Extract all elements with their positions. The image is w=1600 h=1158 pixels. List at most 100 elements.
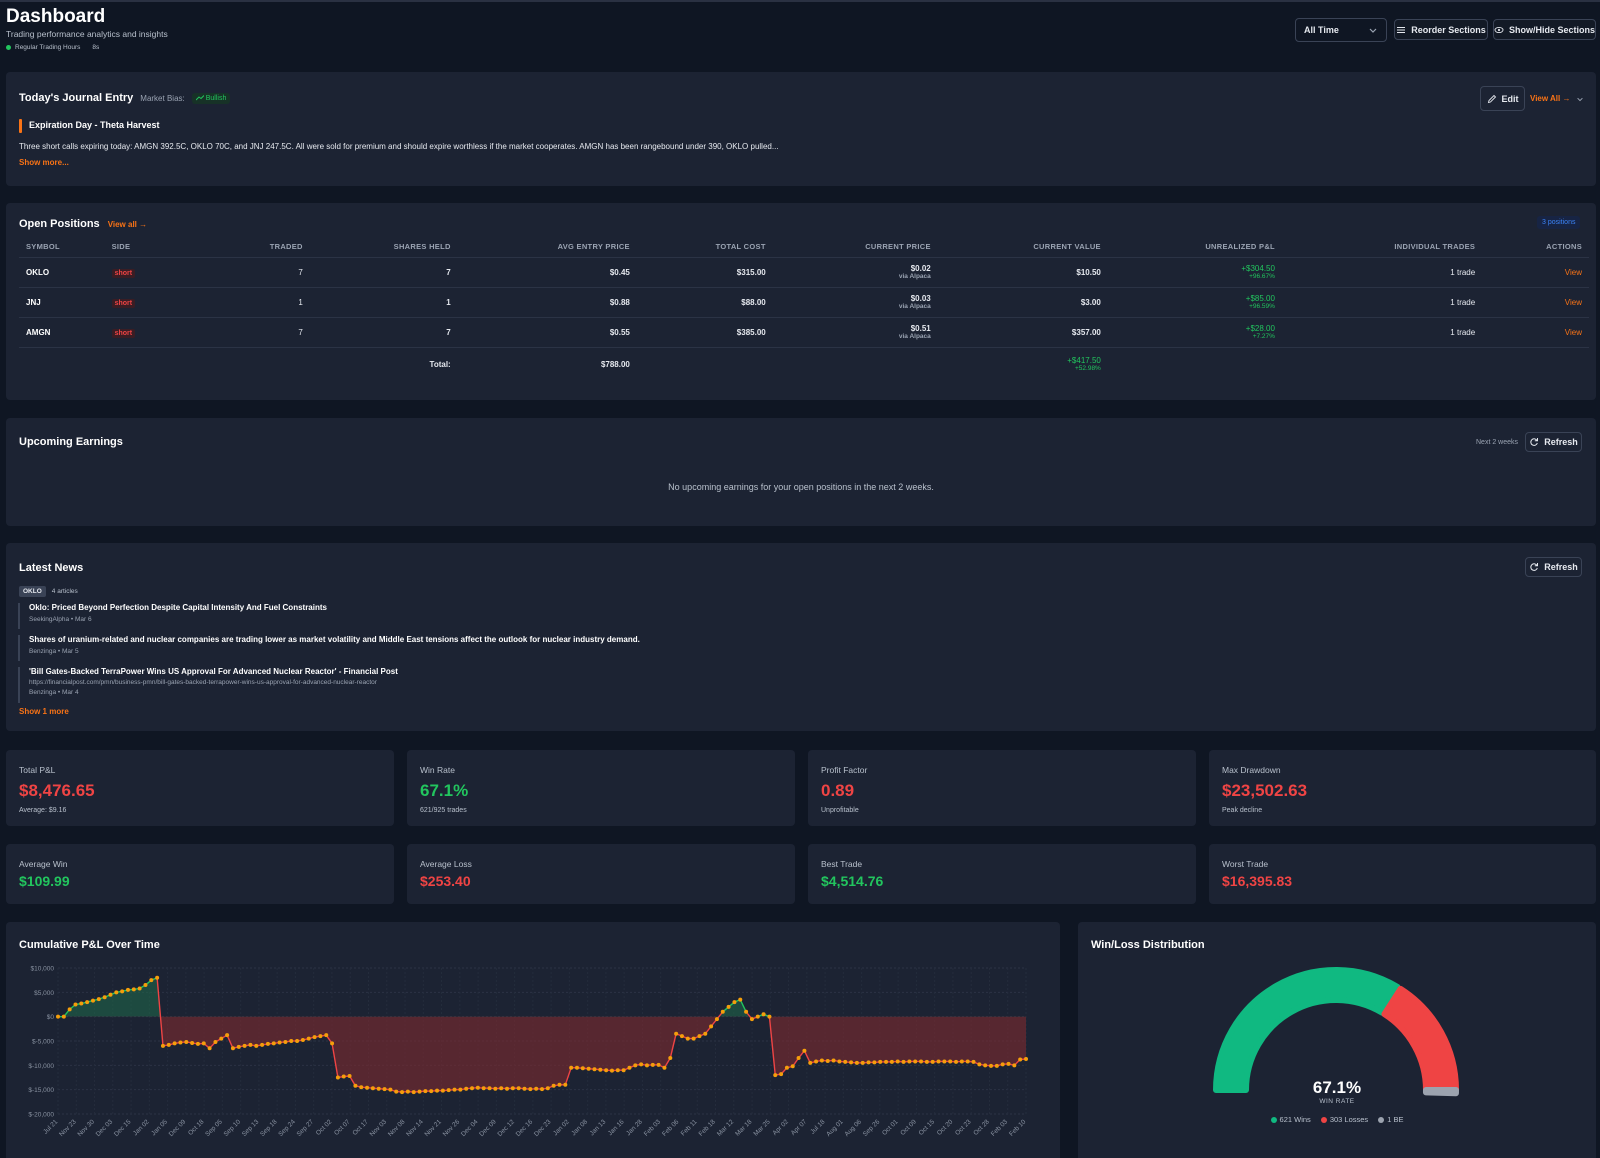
x-tick-label: Feb 03 (990, 1118, 1010, 1138)
menu-lines-icon (1397, 26, 1406, 33)
table-row: OKLO short 7 7 $0.45 $315.00 $0.02 via Al… (19, 256, 1589, 287)
cell-avg-entry: $0.55 (450, 316, 630, 347)
data-point (551, 1083, 556, 1088)
win-rate-value: 67.1% (1312, 1078, 1362, 1097)
side-badge: short (111, 298, 136, 308)
positions-count-badge: 3 positions (1537, 216, 1581, 229)
x-tick-label: Mar 25 (752, 1118, 772, 1138)
stat-card-total-pnl: Total P&L $8,476.65 Average: $9.16 (6, 750, 394, 826)
data-point (540, 1087, 544, 1092)
stat-label: Total P&L (19, 765, 56, 775)
series-segment (331, 1043, 339, 1078)
data-point (773, 1073, 778, 1078)
x-tick-label: Oct 28 (972, 1118, 991, 1137)
stat-value: $109.99 (19, 873, 70, 889)
data-point (808, 1060, 813, 1065)
reorder-sections-button[interactable]: Reorder Sections (1394, 19, 1488, 40)
page-subtitle: Trading performance analytics and insigh… (6, 29, 168, 39)
refresh-icon (1530, 563, 1539, 571)
data-point (160, 1043, 165, 1048)
cell-symbol: OKLO (19, 256, 112, 287)
data-point (464, 1086, 469, 1091)
data-point (481, 1086, 486, 1091)
latest-news-card: Latest News Refresh OKLO 4 articles Oklo… (6, 543, 1596, 731)
pnl-value: +$304.50 (1241, 264, 1275, 273)
data-point (102, 995, 107, 1000)
current-price-value: $0.51 (910, 324, 931, 333)
data-point (330, 1041, 335, 1046)
col-total-cost: Total Cost (715, 242, 766, 252)
data-point (732, 1000, 737, 1005)
x-tick-label: Dec 15 (113, 1118, 133, 1138)
open-positions-card: Open Positions View all → 3 positions Sy… (6, 203, 1596, 400)
news-title: Latest News (19, 562, 84, 574)
x-tick-label: Jan 16 (607, 1118, 626, 1137)
journal-title: Today's Journal Entry (19, 92, 134, 104)
col-individual-trades: Individual Trades (1394, 242, 1476, 252)
x-tick-label: Jan 05 (150, 1118, 169, 1137)
data-point (219, 1036, 224, 1041)
series-segment (564, 1067, 572, 1086)
col-avg-entry: Avg Entry Price (557, 242, 630, 252)
legend-item-losses: 303 Losses (1320, 1115, 1368, 1124)
data-point (114, 990, 119, 995)
data-point (335, 1075, 340, 1080)
win-loss-card: Win/Loss Distribution 67.1% WIN RATE 621… (1078, 922, 1596, 1158)
x-tick-label: Feb 06 (661, 1118, 681, 1138)
pnl-pct: +96.59% (1249, 303, 1275, 310)
show-hide-sections-button[interactable]: Show/Hide Sections (1493, 19, 1596, 40)
data-point (318, 1034, 323, 1039)
legend-label-wins: 621 Wins (1279, 1115, 1311, 1124)
data-point (866, 1060, 871, 1065)
data-point (172, 1041, 177, 1046)
news-show-more-link[interactable]: Show 1 more (19, 707, 69, 716)
gauge-slice-wins (1213, 967, 1401, 1093)
cumulative-pnl-chart: $10,000 $5,000 $0 $-5,000 $-10,000 $-15,000 $-… (28, 966, 1028, 1138)
negative-area (58, 1016, 1026, 1093)
x-tick-label: Feb 11 (680, 1118, 699, 1137)
legend-swatch-wins (1270, 1116, 1277, 1123)
earnings-refresh-button[interactable]: Refresh (1525, 432, 1582, 452)
cell-trades: 1 trade (1274, 316, 1476, 347)
cell-current-value: $3.00 (930, 286, 1101, 317)
data-point (790, 1064, 795, 1069)
data-point (353, 1083, 358, 1088)
cell-shares: 1 (302, 286, 451, 317)
data-point (295, 1039, 300, 1043)
chevron-down-icon (1577, 97, 1584, 101)
news-article[interactable]: 'Bill Gates-Backed TerraPower Wins US Ap… (18, 667, 398, 703)
cell-pnl: +$85.00 +96.59% (1100, 286, 1275, 317)
data-point (131, 987, 136, 992)
row-view-link[interactable]: View (1475, 256, 1589, 287)
earnings-title: Upcoming Earnings (19, 436, 123, 448)
gauge-slice-be (1422, 1087, 1459, 1097)
news-refresh-button[interactable]: Refresh (1525, 557, 1582, 577)
stat-value: 0.89 (821, 781, 855, 800)
session-label: Regular Trading Hours (15, 44, 81, 51)
positions-view-all-link[interactable]: View all → (107, 219, 148, 229)
cell-traded: 7 (192, 256, 303, 287)
journal-edit-button[interactable]: Edit (1480, 86, 1525, 111)
data-point (470, 1086, 475, 1091)
data-point (143, 983, 148, 988)
data-point (120, 989, 125, 994)
stat-sub: Peak decline (1222, 807, 1263, 814)
cell-current-value: $357.00 (930, 316, 1101, 347)
x-tick-label: Nov 21 (423, 1118, 443, 1138)
pnl-value: +$28.00 (1245, 324, 1275, 333)
range-select[interactable]: All Time (1295, 18, 1387, 42)
row-view-link[interactable]: View (1475, 286, 1589, 317)
x-tick-label: Nov 30 (76, 1118, 96, 1138)
x-tick-label: Oct 18 (187, 1118, 206, 1137)
table-row: AMGN short 7 7 $0.55 $385.00 $0.51 via Al… (19, 316, 1589, 347)
news-article[interactable]: Shares of uranium-related and nuclear co… (18, 635, 640, 661)
row-view-link[interactable]: View (1475, 316, 1589, 347)
journal-view-all-link[interactable]: View All → (1530, 94, 1584, 103)
data-point (802, 1048, 807, 1053)
journal-show-more-link[interactable]: Show more... (19, 158, 69, 167)
col-symbol: Symbol (26, 242, 60, 252)
news-article[interactable]: Oklo: Priced Beyond Perfection Despite C… (18, 603, 327, 629)
x-tick-label: Oct 20 (936, 1118, 955, 1137)
data-point (656, 1062, 661, 1067)
stat-card-average-win: Average Win $109.99 (6, 844, 394, 904)
